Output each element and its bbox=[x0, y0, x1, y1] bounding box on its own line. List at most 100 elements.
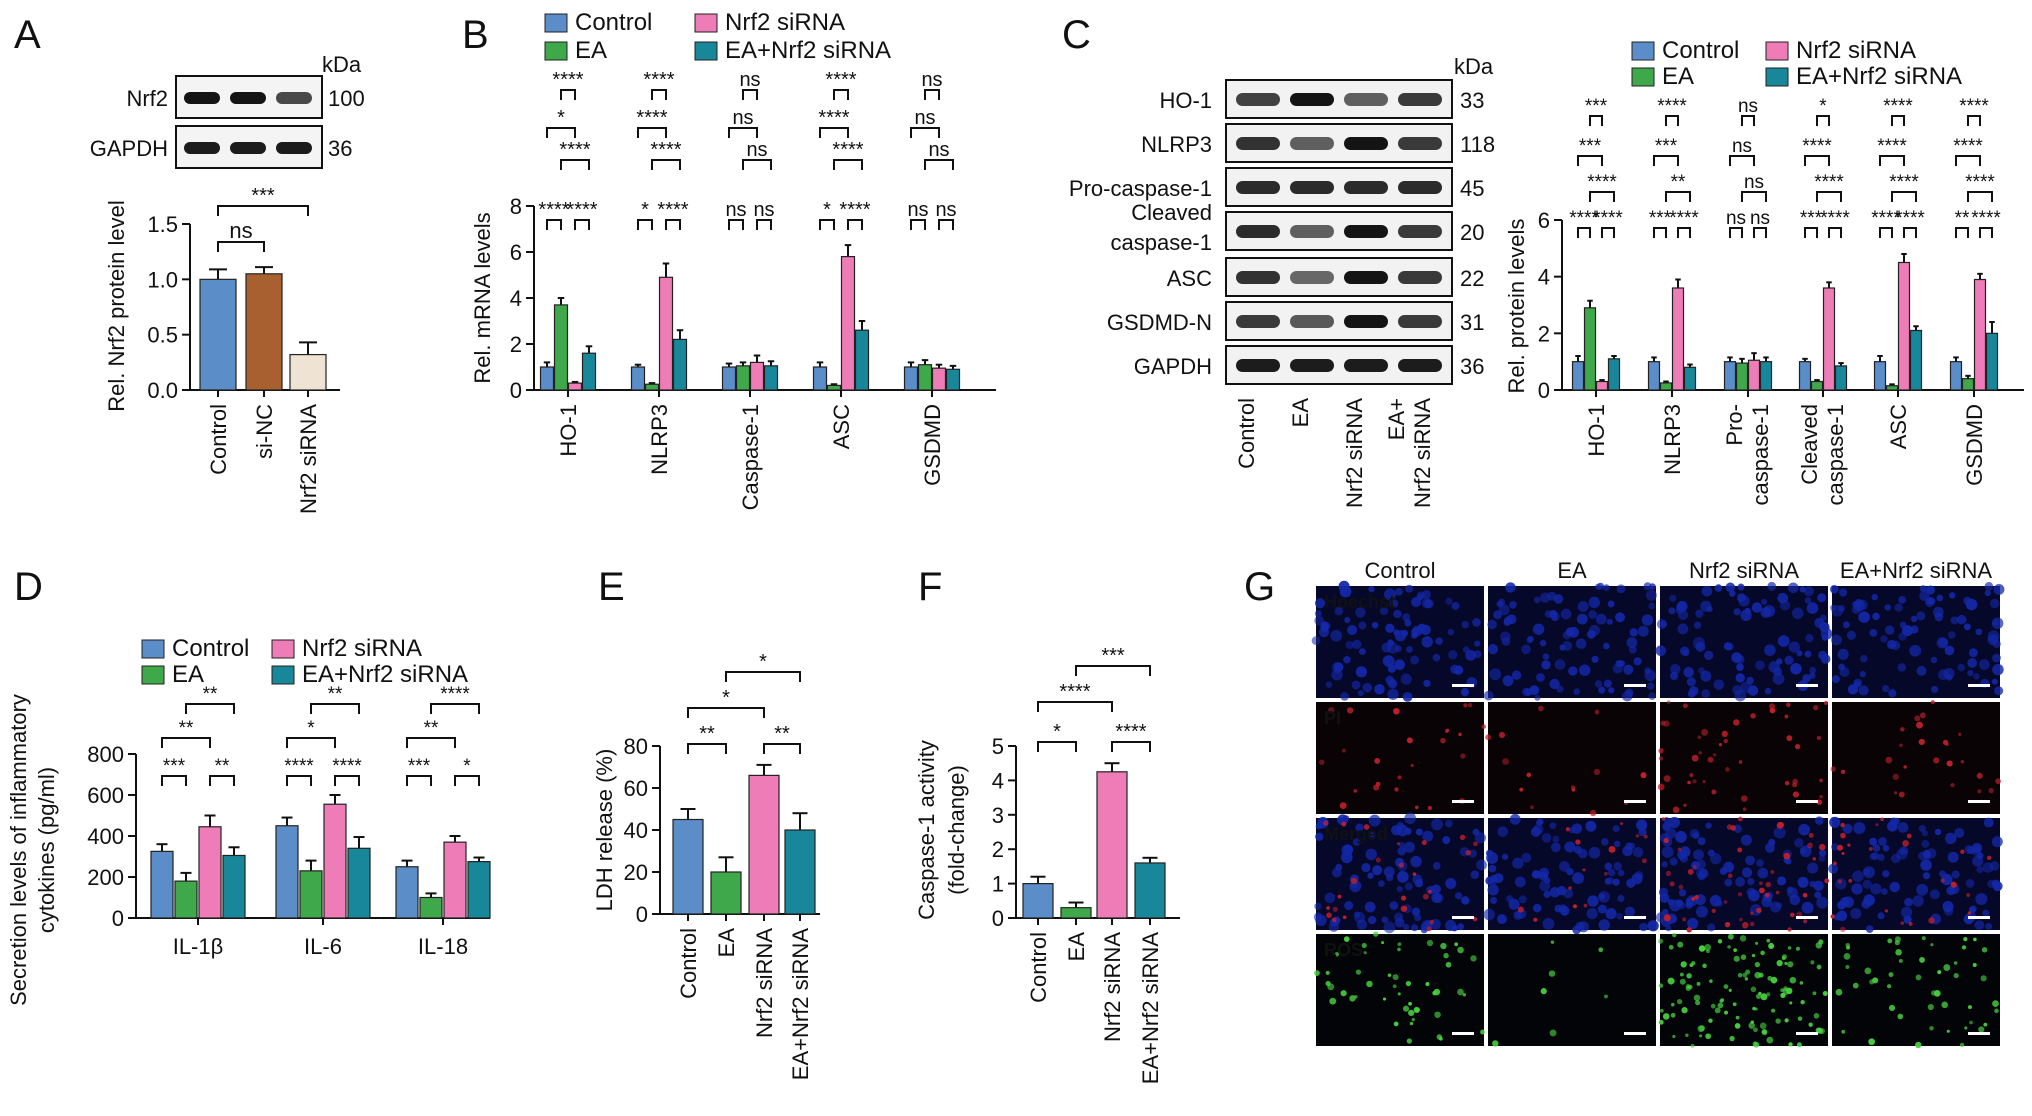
blot-band bbox=[1398, 225, 1442, 238]
significance-bracket bbox=[1729, 227, 1743, 238]
bar bbox=[245, 273, 283, 391]
nucleus-dot bbox=[1655, 645, 1667, 656]
nucleus-dot bbox=[1922, 849, 1931, 859]
nucleus-dot bbox=[1804, 597, 1812, 604]
bar bbox=[1060, 907, 1092, 919]
ros-dot bbox=[1405, 980, 1412, 987]
kda-value: 100 bbox=[328, 86, 365, 111]
pi-dot bbox=[1945, 742, 1949, 747]
blot-band bbox=[1290, 181, 1334, 194]
nucleus-dot bbox=[1432, 862, 1441, 870]
nucleus-dot bbox=[1763, 605, 1776, 617]
scale-bar bbox=[1624, 800, 1646, 803]
nucleus-dot bbox=[1639, 922, 1648, 932]
significance-bracket bbox=[728, 127, 758, 138]
bar bbox=[199, 278, 237, 391]
pi-dot bbox=[1400, 905, 1408, 912]
ros-dot bbox=[1812, 991, 1817, 996]
ros-dot bbox=[1470, 955, 1477, 962]
nucleus-dot bbox=[1731, 652, 1742, 663]
significance-label: **** bbox=[1971, 208, 2001, 229]
nucleus-dot bbox=[1809, 672, 1816, 679]
significance-bracket bbox=[651, 159, 681, 170]
pi-dot bbox=[1950, 783, 1955, 788]
ros-dot bbox=[1739, 935, 1747, 942]
ros-dot bbox=[1740, 954, 1747, 960]
ros-dot bbox=[1689, 963, 1694, 968]
blot-band bbox=[1236, 181, 1280, 194]
nucleus-dot bbox=[1509, 600, 1517, 609]
ros-dot bbox=[1728, 988, 1732, 992]
pi-dot bbox=[1769, 703, 1775, 710]
nucleus-dot bbox=[1898, 596, 1906, 604]
nucleus-dot bbox=[1982, 862, 1994, 873]
nucleus-dot bbox=[1704, 650, 1714, 661]
nucleus-dot bbox=[1488, 864, 1497, 873]
nucleus-dot bbox=[1402, 923, 1410, 931]
nucleus-dot bbox=[1501, 853, 1509, 860]
ros-dot bbox=[1433, 988, 1441, 996]
bar bbox=[710, 871, 742, 915]
nucleus-dot bbox=[1659, 620, 1667, 628]
nucleus-dot bbox=[1403, 841, 1415, 853]
scale-bar bbox=[1796, 1032, 1818, 1035]
nucleus-dot bbox=[1852, 870, 1864, 883]
ros-dot bbox=[1969, 1020, 1973, 1025]
y-tick-label: 0 bbox=[636, 902, 648, 927]
nucleus-dot bbox=[1695, 609, 1704, 618]
bar bbox=[784, 829, 816, 915]
scale-bar bbox=[1968, 916, 1990, 919]
blot-band bbox=[276, 92, 312, 104]
nucleus-dot bbox=[1343, 815, 1350, 822]
nucleus-dot bbox=[1623, 664, 1634, 675]
nucleus-dot bbox=[1890, 640, 1901, 651]
legend-label: EA+Nrf2 siRNA bbox=[725, 37, 891, 64]
ros-dot bbox=[1775, 1018, 1781, 1024]
blot-band bbox=[184, 92, 220, 104]
pi-dot bbox=[1702, 779, 1706, 784]
pi-dot bbox=[1677, 847, 1682, 852]
ros-dot bbox=[1897, 1013, 1904, 1020]
nucleus-dot bbox=[1514, 876, 1526, 888]
significance-bracket bbox=[847, 219, 863, 230]
nucleus-dot bbox=[1677, 623, 1689, 635]
nucleus-dot bbox=[1801, 901, 1814, 914]
nucleus-dot bbox=[1829, 816, 1841, 828]
ros-dot bbox=[1329, 997, 1337, 1005]
x-tick-label: Caspase-1 bbox=[738, 404, 763, 510]
panel-letter-f: F bbox=[918, 565, 942, 609]
ros-dot bbox=[1727, 945, 1731, 949]
pi-dot bbox=[1823, 701, 1829, 706]
pi-dot bbox=[1519, 787, 1524, 792]
panel-letter-a: A bbox=[14, 13, 41, 57]
legend-swatch bbox=[271, 639, 295, 659]
pi-dot bbox=[1429, 919, 1434, 925]
nucleus-dot bbox=[1733, 608, 1741, 616]
nucleus-dot bbox=[1594, 680, 1603, 688]
nucleus-dot bbox=[1512, 857, 1524, 869]
nucleus-dot bbox=[1900, 906, 1913, 919]
nucleus-dot bbox=[1606, 618, 1613, 625]
significance-bracket bbox=[286, 737, 336, 748]
nucleus-dot bbox=[1387, 678, 1396, 688]
nucleus-dot bbox=[1626, 637, 1638, 648]
nucleus-dot bbox=[1368, 585, 1375, 593]
pi-dot bbox=[1899, 743, 1903, 748]
significance-bracket bbox=[1816, 115, 1830, 126]
blot-band bbox=[1290, 315, 1334, 328]
nucleus-dot bbox=[1992, 653, 2001, 663]
significance-bracket bbox=[665, 219, 681, 230]
nucleus-dot bbox=[1685, 901, 1693, 909]
ros-dot bbox=[1752, 1041, 1758, 1047]
ros-dot bbox=[1868, 1038, 1876, 1046]
nucleus-dot bbox=[1831, 605, 1844, 617]
legend-label: EA bbox=[1662, 63, 1694, 90]
pi-dot bbox=[1727, 873, 1733, 879]
significance-label: **** bbox=[440, 684, 470, 705]
significance-bracket bbox=[1111, 741, 1151, 752]
nucleus-dot bbox=[1585, 820, 1597, 832]
pi-dot bbox=[1698, 751, 1702, 755]
significance-label: ns bbox=[229, 218, 252, 243]
nucleus-dot bbox=[1539, 639, 1547, 647]
ros-dot bbox=[1670, 1012, 1676, 1018]
